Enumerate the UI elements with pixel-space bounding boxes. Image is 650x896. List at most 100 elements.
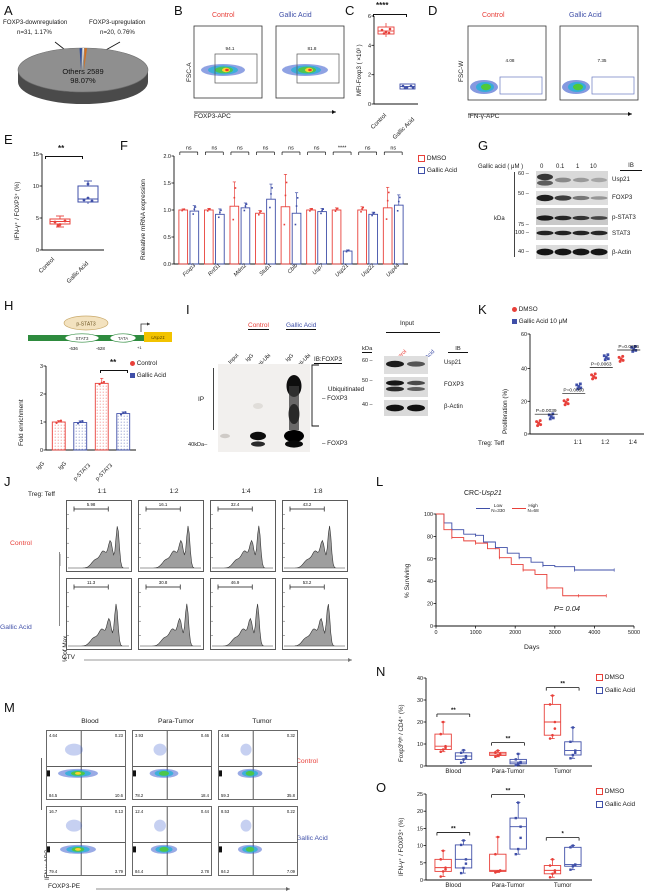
panel-o-xtick-para-tumor: Para-Tumor [491, 882, 525, 889]
svg-text:43.2: 43.2 [303, 502, 312, 507]
panel-j-row1-label: Control [10, 540, 32, 547]
panel-i-marker-40kda: 40kDa– [188, 442, 208, 448]
panel-n-legend-item-dmso: DMSO [596, 674, 624, 681]
panel-c-group-control [377, 23, 395, 37]
panel-m-q-ur: 0.46 [201, 733, 210, 738]
legend-line-low [476, 507, 490, 510]
panel-i-input-marker-50: 50 – [362, 378, 373, 384]
panel-m-plot-control-blood: 4.64 0.23 84.5 10.6 [46, 730, 126, 800]
panel-j: J Treg: Teff 1:1 1:2 1:4 1:8 Control Gallic… [0, 468, 360, 666]
panel-n-significance-blood: ** [451, 708, 456, 714]
panel-g-label: G [478, 138, 489, 153]
svg-text:60: 60 [521, 332, 527, 338]
legend-line-high [512, 507, 527, 510]
panel-k-chart: 0 20 40 60 P=0.0039 P=0.0050 P=0.0063 P=0.0… [521, 332, 644, 438]
panel-h-significance: ** [110, 358, 117, 367]
panel-k-xtick-1:4: 1:4 [628, 440, 637, 446]
panel-i-input-underline [386, 332, 440, 333]
panel-g-kda-axis [514, 172, 515, 257]
panel-j-col-title-1:4: 1:4 [241, 488, 251, 495]
panel-m-plot-control-para-tumor: 3.93 0.46 78.2 18.4 [132, 730, 212, 800]
panel-e: E ** IFN-γ⁺ / FOXP3⁺ (%) 0 5 10 15 [0, 130, 118, 290]
panel-j-hist-gallic-acid-1:4: 46.9 [210, 578, 276, 650]
panel-i-ubiquitin-bracket [311, 364, 319, 427]
panel-j-row2-label: Gallic Acid [0, 624, 32, 631]
panel-n-chart: 0 10 20 30 40 ** ** ** [417, 676, 592, 770]
panel-i-input-blot-bactin: β-Actin [444, 404, 463, 410]
panel-i-label: I [186, 302, 190, 317]
svg-text:1.5: 1.5 [163, 181, 171, 187]
svg-text:15: 15 [417, 826, 423, 832]
panel-l-xtick-3000: 3000 [549, 630, 561, 636]
svg-text:10: 10 [417, 844, 423, 850]
panel-c-plot: 0 2 4 6 [368, 14, 418, 108]
panel-c-group-gallic-acid [399, 83, 416, 90]
panel-j-hist-control-1:4: 32.4 [210, 500, 276, 572]
panel-h-tata-label: TATA [118, 336, 128, 341]
panel-f-significance-Rnf31: ns [211, 146, 217, 152]
panel-k-pvalue-1:1: P=0.0039 [536, 408, 557, 414]
panel-b-col1-title: Control [212, 12, 235, 19]
panel-f-significance-Usp44: ns [390, 146, 396, 152]
panel-m-xaxis-arrow [96, 887, 290, 891]
panel-m-xlabel: FOXP3-PE [48, 883, 81, 890]
panel-g-marker-60: 60 – [518, 171, 529, 177]
panel-f-legend: DMSO Gallic Acid [418, 155, 488, 185]
panel-b-label: B [174, 3, 183, 18]
panel-i-input-marker-60: 60 – [362, 358, 373, 364]
panel-i-input-kda-label: kDa [362, 346, 373, 353]
svg-text:4: 4 [368, 43, 371, 49]
panel-h-legend-item-control: Control [130, 360, 157, 367]
panel-b-xlabel: FOXP3-APC [194, 113, 231, 120]
panel-o-significance-para-tumor: ** [506, 789, 511, 795]
panel-o-label: O [376, 780, 387, 795]
panel-c-label: C [345, 3, 355, 18]
panel-c: C **** MFI-Foxp3 ( ×10³ ) 0 2 4 6 [344, 0, 422, 141]
panel-m-plot-control-tumor: 4.56 0.32 59.3 35.8 [218, 730, 298, 800]
panel-g-dose-0: 0 [540, 164, 544, 170]
svg-text:30: 30 [417, 698, 423, 704]
panel-a-callout-left-n: n=31, 1.17% [17, 29, 52, 36]
panel-m-label: M [4, 700, 15, 715]
svg-text:5: 5 [36, 216, 39, 222]
svg-text:40: 40 [521, 367, 527, 373]
panel-o-legend-label-gallic-acid: Gallic Acid [604, 801, 636, 809]
panel-k-pvalue-1:8: P=0.0096 [618, 344, 639, 350]
panel-j-hist-gallic-acid-1:2: 30.8 [138, 578, 204, 650]
panel-n-legend-label-gallic-acid: Gallic Acid [604, 687, 636, 695]
panel-f-significance-Foxp3: ns [186, 146, 192, 152]
legend-dot-control [130, 360, 135, 366]
panel-l-curve-low [436, 513, 615, 571]
svg-text:25: 25 [417, 792, 423, 798]
panel-a-callout-right-n: n=20, 0.76% [100, 29, 135, 36]
panel-m-col-title-para-tumor: Para-Tumor [157, 718, 194, 725]
panel-l-label: L [376, 474, 384, 489]
panel-l-pvalue: P= 0.04 [554, 604, 581, 613]
panel-g-marker-75: 75 – [518, 222, 529, 228]
panel-n-xtick-para-tumor: Para-Tumor [491, 768, 525, 775]
panel-h-pos2: -628 [96, 346, 105, 351]
panel-m-col-title-blood: Blood [81, 718, 99, 725]
panel-j-label: J [4, 474, 11, 489]
svg-text:15: 15 [33, 152, 39, 158]
panel-h-sigbar [100, 370, 128, 374]
panel-l-curve-high [436, 513, 607, 597]
panel-f-chart: 0.0 0.5 1.0 1.5 2.0 ns ns ns ns ns ns **** ns ns [163, 146, 408, 268]
legend-swatch-gallic-acid [418, 167, 425, 174]
panel-i-band-label-foxp3: – FOXP3 [322, 440, 348, 447]
panel-m-q-ur: 0.22 [287, 809, 296, 814]
svg-text:0: 0 [36, 248, 39, 254]
panel-e-significance: ** [58, 144, 65, 153]
panel-g-marker-50: 50 – [518, 191, 529, 197]
panel-j-hist-gallic-acid-1:1: 11.3 [66, 578, 132, 650]
panel-m-q-lr: 2.78 [201, 869, 210, 874]
panel-m-q-ur: 0.23 [115, 733, 124, 738]
panel-g-dose-1: 1 [576, 164, 580, 170]
panel-j-col-title-1:8: 1:8 [313, 488, 323, 495]
panel-d: D Control Gallic Acid FSC-W IFN-γ-APC 4.… [424, 0, 650, 126]
legend-swatch-gallic-acid-n [596, 687, 603, 694]
svg-text:5: 5 [420, 861, 423, 867]
panel-o-significance-tumor: * [561, 832, 564, 838]
panel-n-xtick-tumor: Tumor [553, 768, 572, 775]
panel-o-legend-item-dmso: DMSO [596, 788, 624, 795]
